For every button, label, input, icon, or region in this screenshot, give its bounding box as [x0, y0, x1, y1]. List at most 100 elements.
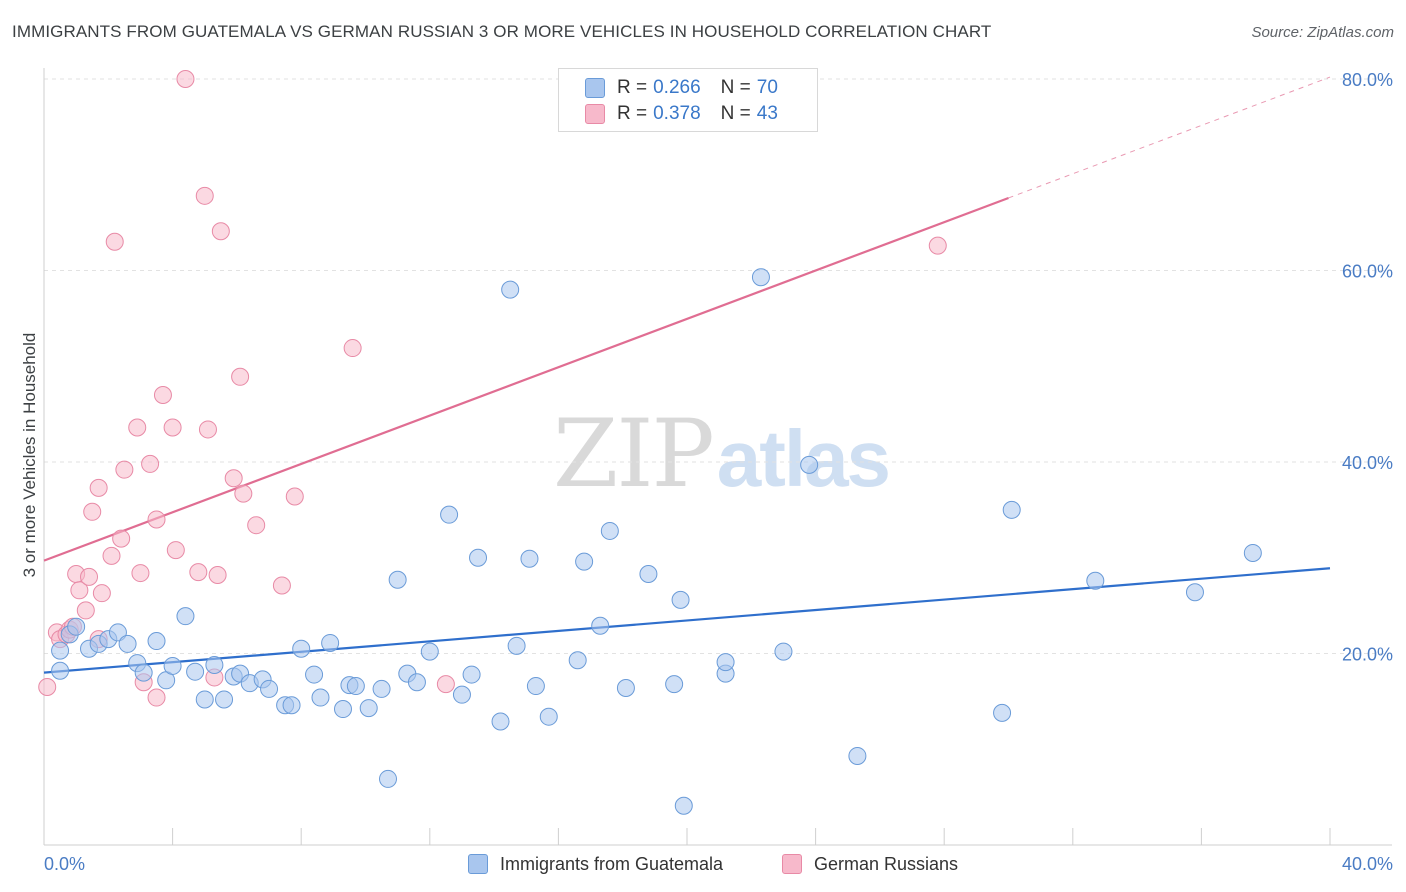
- guatemala-point: [407, 673, 426, 692]
- y-tick-label: 40.0%: [1342, 453, 1393, 473]
- guatemala-point: [282, 696, 301, 715]
- legend-r-label: R =: [617, 77, 648, 98]
- guatemala-point: [751, 268, 770, 287]
- watermark-zip: ZIP: [553, 400, 715, 509]
- german-russians-point: [70, 581, 89, 600]
- guatemala-point: [591, 616, 610, 635]
- guatemala-point: [311, 688, 330, 707]
- german-russians-trend-line: [43, 196, 1009, 562]
- guatemala-point: [67, 617, 86, 636]
- german-russians-point: [163, 418, 182, 437]
- guatemala-point: [215, 690, 234, 709]
- guatemala-point: [108, 623, 127, 642]
- german-russians-point: [105, 232, 124, 251]
- guatemala-point: [1243, 543, 1262, 562]
- german-russians-point: [176, 70, 195, 88]
- bottom-legend-label-german-russians: German Russians: [814, 853, 959, 874]
- german-russians-trend-extension: [1008, 76, 1331, 199]
- german-russians-point: [115, 460, 134, 479]
- trend-lines: [43, 76, 1331, 674]
- guatemala-point: [1002, 500, 1021, 519]
- guatemala-point: [333, 700, 352, 719]
- guatemala-point: [134, 663, 153, 682]
- guatemala-point: [1185, 583, 1204, 602]
- legend-r-value: 0.266: [653, 77, 701, 98]
- bottom-legend-guatemala: Immigrants from Guatemala: [468, 852, 723, 876]
- german-russians-point: [38, 678, 57, 697]
- guatemala-point: [774, 642, 793, 661]
- guatemala-point: [665, 675, 684, 694]
- guatemala-point: [205, 655, 224, 674]
- german-russians-point: [80, 567, 99, 586]
- guatemala-point: [195, 690, 214, 709]
- german-russians-point: [76, 601, 95, 620]
- german-russians-point: [128, 418, 147, 437]
- german-russians-point: [189, 563, 208, 582]
- german-russians-point: [102, 546, 121, 565]
- correlation-legend: R = 0.266 N = 70 R = 0.378 N = 43: [558, 68, 818, 132]
- tick-labels: 20.0% 40.0% 60.0% 80.0% 0.0% 40.0%: [44, 70, 1393, 874]
- german-russians-point: [436, 675, 455, 694]
- guatemala-point: [452, 685, 471, 704]
- guatemala-point: [501, 280, 520, 299]
- guatemala-point: [993, 703, 1012, 722]
- guatemala-trend-line: [43, 567, 1331, 674]
- guatemala-point: [539, 707, 558, 726]
- guatemala-point: [716, 653, 735, 672]
- guatemala-point: [491, 712, 510, 731]
- german-russians-point: [166, 541, 185, 560]
- guatemala-point: [379, 769, 398, 788]
- german-russians-point: [285, 487, 304, 506]
- guatemala-point: [163, 656, 182, 675]
- guatemala-point: [671, 590, 690, 609]
- german-russians-point: [131, 564, 150, 583]
- guatemala-point: [462, 665, 481, 684]
- watermark: ZIPatlas: [553, 400, 891, 509]
- guatemala-point: [848, 746, 867, 765]
- german-russians-point: [195, 186, 214, 205]
- german-russians-point: [231, 367, 250, 386]
- x-tick-label: 0.0%: [44, 854, 85, 874]
- german-russians-point: [141, 454, 160, 473]
- legend-n-label: N =: [720, 103, 751, 124]
- bottom-legend-label-guatemala: Immigrants from Guatemala: [500, 853, 724, 874]
- german-russians-point: [92, 584, 111, 603]
- legend-row-guatemala: R = 0.266 N = 70: [585, 76, 778, 100]
- german-russians-point: [211, 222, 230, 241]
- guatemala-point: [616, 678, 635, 697]
- guatemala-point: [51, 641, 70, 660]
- german-russians-point: [153, 385, 172, 404]
- guatemala-point: [526, 677, 545, 696]
- guatemala-point: [118, 634, 137, 653]
- german-russians-point: [112, 529, 131, 548]
- german-russians-point: [234, 484, 253, 503]
- legend-r-label: R =: [617, 103, 648, 124]
- y-tick-label: 60.0%: [1342, 262, 1393, 282]
- y-tick-label: 20.0%: [1342, 645, 1393, 665]
- legend-row-german-russians: R = 0.378 N = 43: [585, 102, 778, 126]
- guatemala-point: [800, 455, 819, 474]
- german-russians-point: [928, 236, 947, 255]
- german-russians-point: [272, 576, 291, 595]
- guatemala-point: [674, 796, 693, 815]
- german-russians-point: [147, 688, 166, 707]
- legend-n-label: N =: [720, 77, 751, 98]
- guatemala-point: [147, 632, 166, 651]
- guatemala-point: [388, 570, 407, 589]
- guatemala-point: [568, 651, 587, 670]
- guatemala-point: [520, 549, 539, 568]
- bottom-legend-swatch-german-russians: [782, 854, 802, 874]
- german-russians-point: [224, 469, 243, 488]
- german-russians-point: [198, 420, 217, 439]
- guatemala-point: [321, 633, 340, 652]
- data-points: [38, 70, 1262, 815]
- legend-swatch-guatemala: [585, 78, 605, 98]
- legend-n-value: 70: [756, 77, 778, 98]
- guatemala-point: [51, 661, 70, 680]
- gridlines: [44, 78, 1392, 654]
- german-russians-point: [89, 478, 108, 497]
- guatemala-point: [420, 642, 439, 661]
- german-russians-point: [83, 502, 102, 521]
- guatemala-point: [469, 548, 488, 567]
